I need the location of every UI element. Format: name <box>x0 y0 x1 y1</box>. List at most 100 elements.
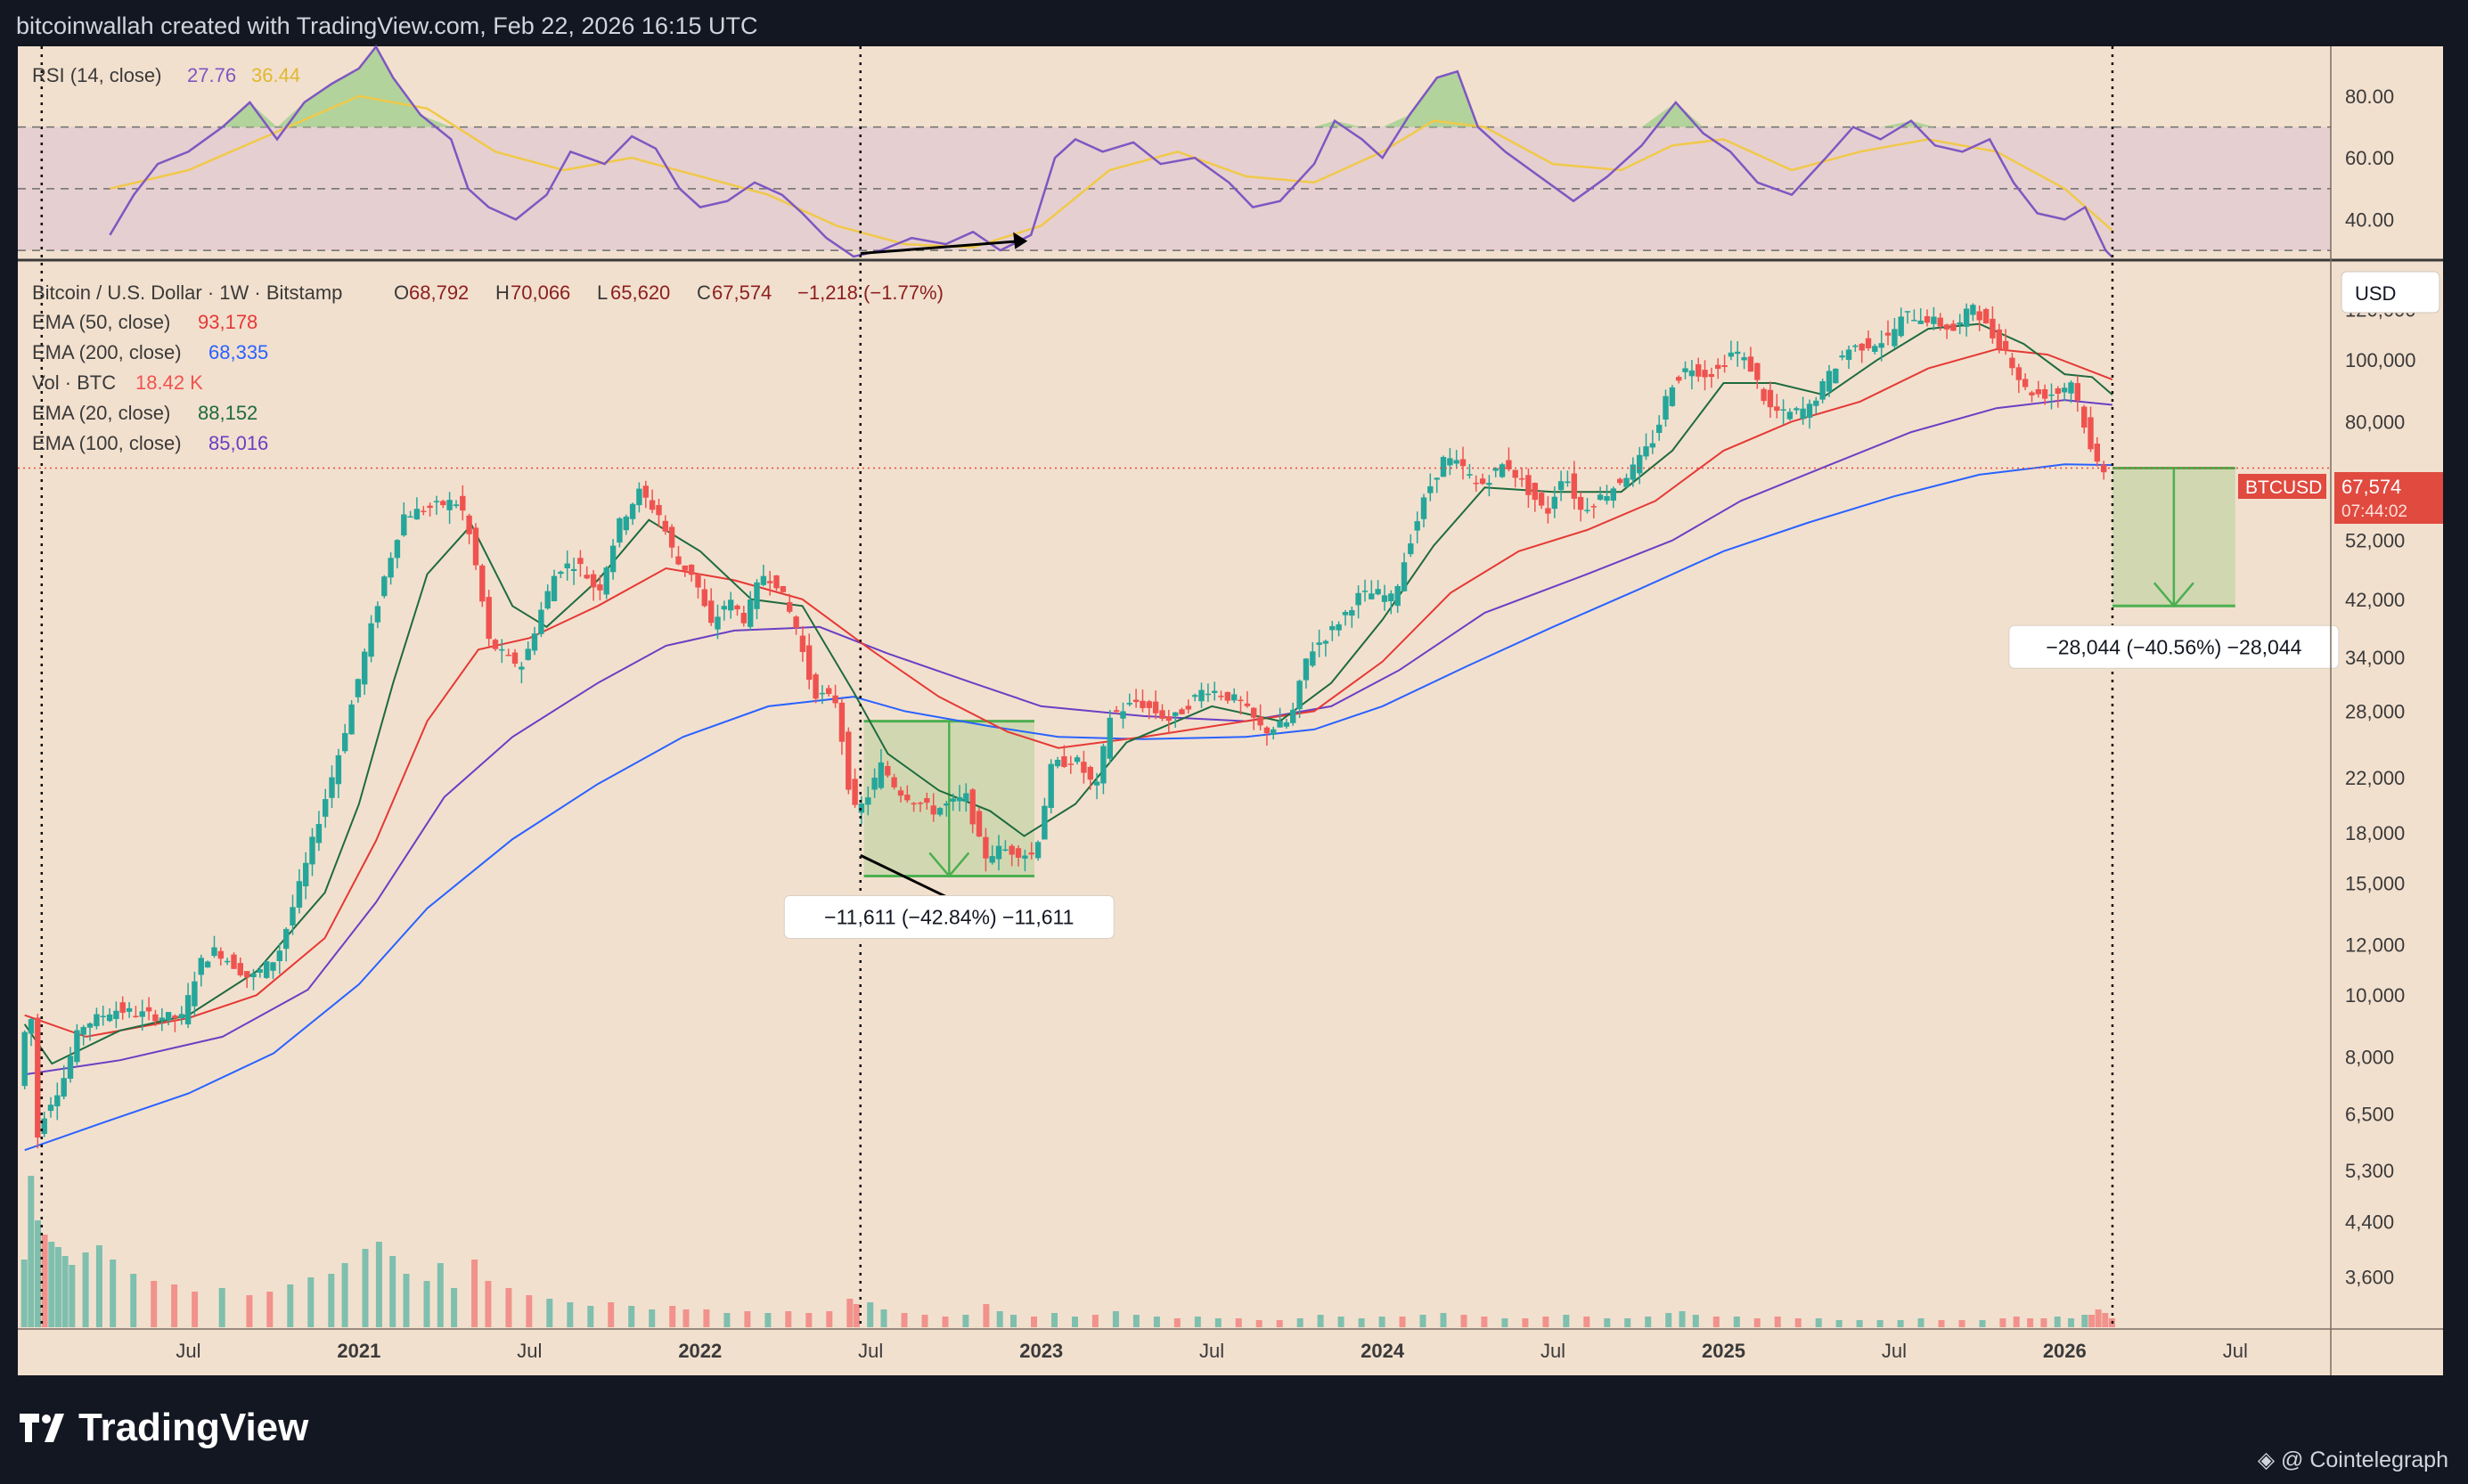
volume-bar <box>2081 1315 2088 1327</box>
candle-body <box>1696 363 1702 377</box>
volume-bar <box>341 1263 348 1327</box>
axes: 3,600 4,400 5,300 6,500 8,000 10,000 12,000 15,… <box>176 86 2415 1362</box>
candle-body <box>1663 395 1669 420</box>
time-tick-label: Jul <box>1540 1340 1565 1362</box>
candle-body <box>1081 762 1087 773</box>
volume-bar <box>1419 1315 1426 1327</box>
candle-body <box>1682 368 1688 372</box>
candle-body <box>1878 343 1884 348</box>
volume-bar <box>1958 1320 1965 1327</box>
candle-body <box>668 526 675 548</box>
candle-body <box>427 505 433 509</box>
price-tick-label: 18,000 <box>2345 822 2405 844</box>
candle-body <box>1277 721 1283 728</box>
price-tick-label: 28,000 <box>2345 700 2405 722</box>
candle-body <box>1924 316 1931 323</box>
volume-bar <box>1876 1320 1884 1327</box>
volume-bar <box>1031 1317 1037 1327</box>
candle-body <box>1002 849 1009 851</box>
volume-bar <box>2095 1309 2102 1327</box>
candle-body <box>1649 443 1655 448</box>
candle-body <box>780 586 787 592</box>
candle-body <box>237 963 243 975</box>
candle-body <box>656 505 662 516</box>
candle-body <box>1786 412 1794 420</box>
volume-bar <box>328 1274 335 1327</box>
volume-bar <box>1522 1318 1529 1327</box>
candle-body <box>178 1014 184 1019</box>
candle-body <box>519 666 525 670</box>
legend: RSI (14, close) 27.76 36.44 Bitcoin / U.… <box>32 64 944 454</box>
volume-bar <box>1440 1313 1447 1327</box>
candle-body <box>597 584 603 591</box>
volume-bar <box>880 1309 887 1327</box>
candle-body <box>244 971 250 978</box>
volume-bar <box>1917 1318 1925 1327</box>
candle-body <box>525 648 531 660</box>
volume-bar <box>1774 1317 1781 1327</box>
time-tick-label: 2025 <box>1702 1340 1745 1362</box>
price-tick-label: 34,000 <box>2345 647 2405 669</box>
volume-bar <box>921 1315 928 1327</box>
tradingview-logo: TradingView <box>20 1406 308 1450</box>
volume-bar <box>867 1302 874 1327</box>
candle-body <box>904 795 911 801</box>
time-tick-label: Jul <box>517 1340 542 1362</box>
rsi-tick-label: 40.00 <box>2345 208 2394 231</box>
volume-bar <box>1214 1318 1222 1327</box>
candle-body <box>551 575 558 601</box>
volume-bar <box>1173 1318 1181 1327</box>
volume-legend-label: Vol · BTC <box>32 371 116 394</box>
candle-body <box>1381 595 1388 602</box>
currency-button[interactable]: USD <box>2341 271 2440 314</box>
candle-body <box>1107 717 1113 759</box>
candle-body <box>989 856 995 863</box>
volume-bar <box>1153 1317 1160 1327</box>
price-tick-label: 12,000 <box>2345 934 2405 957</box>
time-tick-label: Jul <box>1882 1340 1907 1362</box>
candle-body <box>1525 475 1532 495</box>
candle-body <box>86 1023 94 1028</box>
candle-body <box>2035 389 2041 395</box>
candle-body <box>2061 387 2068 393</box>
price-tick-label: 15,000 <box>2345 873 2405 895</box>
volume-bar <box>375 1242 382 1327</box>
candle-body <box>1532 483 1538 501</box>
volume-bar <box>151 1281 158 1327</box>
candle-body <box>1735 351 1741 355</box>
candle-body <box>1499 464 1506 477</box>
price-pane[interactable]: −11,611 (−42.84%) −11,611 −28,044 (−40.56… <box>18 46 2340 1329</box>
candle-body <box>1741 357 1747 361</box>
candle-body <box>1355 592 1361 606</box>
candle-body <box>1943 324 1950 330</box>
ema20-legend-label: EMA (20, close) <box>32 402 170 424</box>
candle-body <box>1394 586 1401 607</box>
volume-bar <box>942 1317 949 1327</box>
candle-body <box>1617 478 1623 484</box>
candle-body <box>734 605 740 610</box>
candle-body <box>1538 493 1545 506</box>
volume-bar <box>451 1288 458 1327</box>
volume-bar <box>1010 1315 1017 1327</box>
volume-bar <box>1194 1317 1201 1327</box>
candle-body <box>688 564 695 575</box>
candle-body <box>1571 473 1577 499</box>
ema200-legend-value: 68,335 <box>208 341 268 363</box>
ema20-legend-value: 88,152 <box>198 402 257 424</box>
volume-bar <box>669 1306 676 1327</box>
rsi-pane[interactable] <box>18 45 2331 258</box>
candle-body <box>1898 316 1904 337</box>
measure-arrowhead <box>2153 582 2194 608</box>
last-price-badge: BTCUSD 67,574 07:44:02 <box>2238 472 2443 524</box>
candle-body <box>1453 460 1459 464</box>
candle-body <box>1917 320 1924 324</box>
candle-body <box>570 568 577 571</box>
candle-body <box>217 950 224 959</box>
rsi-legend-label: RSI (14, close) <box>32 64 162 86</box>
candle-body <box>609 545 617 573</box>
candle-body <box>296 881 303 908</box>
candle-body <box>323 799 329 817</box>
candle-body <box>1329 625 1336 631</box>
